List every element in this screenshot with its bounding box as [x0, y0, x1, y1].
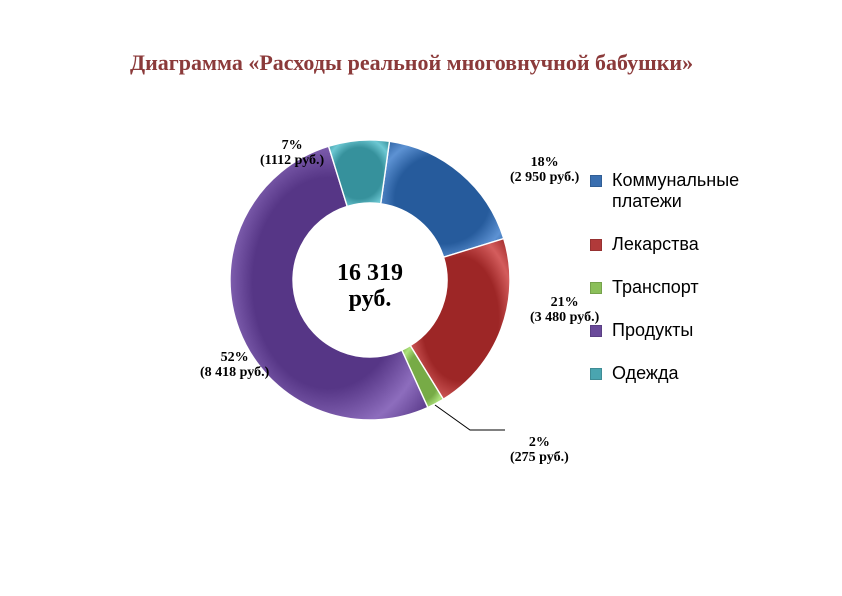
legend-swatch: [590, 175, 602, 187]
legend-swatch: [590, 325, 602, 337]
leader-lines: [210, 120, 610, 520]
legend-item-transport: Транспорт: [590, 277, 792, 298]
legend-swatch: [590, 239, 602, 251]
legend-item-clothes: Одежда: [590, 363, 792, 384]
legend-item-food: Продукты: [590, 320, 792, 341]
legend-item-utilities: Коммунальные платежи: [590, 170, 792, 212]
chart-title: Диаграмма «Расходы реальной многовнучной…: [130, 50, 693, 76]
legend-swatch: [590, 368, 602, 380]
legend-item-medicine: Лекарства: [590, 234, 792, 255]
legend: Коммунальные платежи Лекарства Транспорт…: [590, 170, 792, 406]
donut-chart: 16 319 руб. 18% (2 950 руб.) 21% (3 480 …: [210, 120, 530, 440]
legend-swatch: [590, 282, 602, 294]
